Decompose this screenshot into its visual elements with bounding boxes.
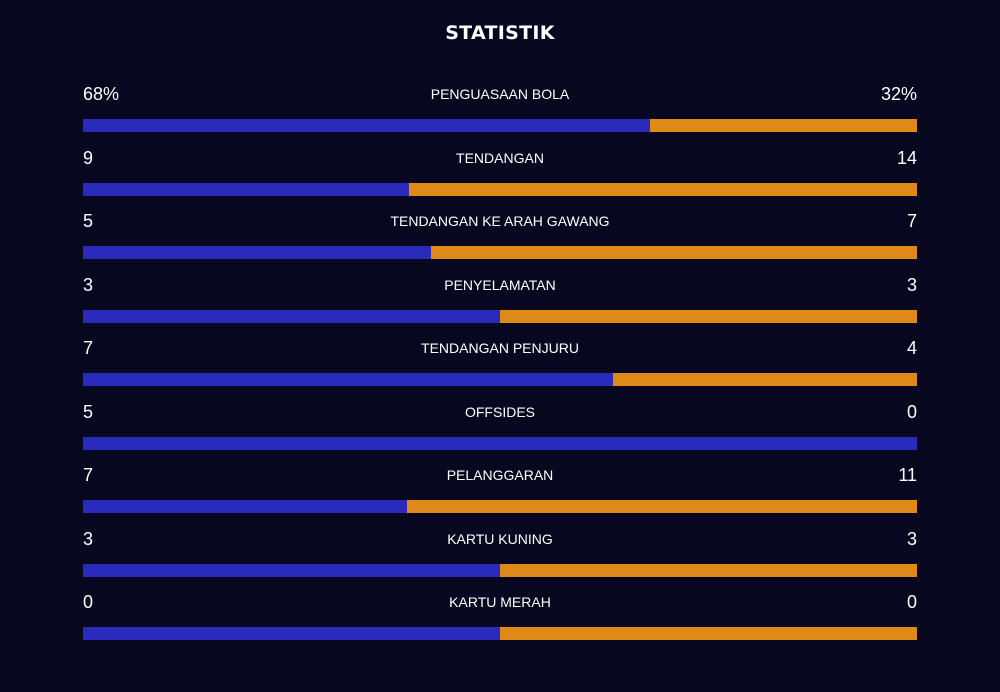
home-value: 3 xyxy=(83,274,94,295)
stat-label: OFFSIDES xyxy=(464,403,535,420)
away-value: 32% xyxy=(880,84,917,104)
away-bar-fill xyxy=(650,119,917,132)
home-bar-fill xyxy=(83,436,917,450)
home-bar-fill xyxy=(83,500,408,513)
stat-row-shots-on-target: 5 TENDANGAN KE ARAH GAWANG 7 xyxy=(83,205,917,269)
home-value: 68% xyxy=(83,84,120,104)
away-value: 4 xyxy=(906,338,917,358)
home-value: 5 xyxy=(83,401,94,422)
stat-label: PELANGGARAN xyxy=(446,467,554,483)
away-value: 14 xyxy=(896,147,917,168)
stat-label: KARTU MERAH xyxy=(449,594,551,610)
comparison-bar xyxy=(83,500,917,513)
stat-row-corners: 7 TENDANGAN PENJURU 4 xyxy=(83,332,917,396)
home-value: 5 xyxy=(83,211,94,231)
home-bar-fill xyxy=(83,309,500,323)
away-value: 0 xyxy=(906,401,917,422)
comparison-bar xyxy=(83,246,917,259)
home-value: 7 xyxy=(83,465,94,485)
stat-row-red-cards: 0 KARTU MERAH 0 xyxy=(83,586,917,650)
away-value: 11 xyxy=(898,465,917,485)
home-bar-fill xyxy=(83,182,410,196)
away-value: 0 xyxy=(906,592,917,612)
stat-row-saves: 3 PENYELAMATAN 3 xyxy=(83,269,917,333)
home-bar-fill xyxy=(83,373,614,386)
away-value: 3 xyxy=(906,274,917,295)
stat-label: PENGUASAAN BOLA xyxy=(430,86,570,102)
home-value: 3 xyxy=(83,528,94,549)
stat-row-possession: 68% PENGUASAAN BOLA 32% xyxy=(83,78,917,142)
stat-row-yellow-cards: 3 KARTU KUNING 3 xyxy=(83,523,917,587)
comparison-bar xyxy=(83,182,917,196)
away-bar-fill xyxy=(500,309,917,323)
stats-title: STATISTIK xyxy=(445,22,555,44)
away-value: 7 xyxy=(906,211,917,231)
home-bar-fill xyxy=(83,119,651,132)
comparison-bar xyxy=(83,373,917,386)
home-bar-fill xyxy=(83,246,431,259)
away-bar-fill xyxy=(430,246,917,259)
comparison-bar xyxy=(83,309,917,323)
comparison-bar xyxy=(83,436,917,450)
away-bar-fill xyxy=(613,373,917,386)
comparison-bar xyxy=(83,627,917,640)
away-value: 3 xyxy=(906,528,917,549)
comparison-bar xyxy=(83,119,917,132)
stats-list: 68% PENGUASAAN BOLA 32% 9 TENDANGAN 14 5… xyxy=(83,78,917,650)
home-bar-fill xyxy=(83,627,500,640)
stat-label: PENYELAMATAN xyxy=(444,276,556,293)
home-value: 7 xyxy=(83,338,94,358)
stat-label: TENDANGAN xyxy=(456,149,544,166)
stat-row-offsides: 5 OFFSIDES 0 xyxy=(83,396,917,460)
stat-label: KARTU KUNING xyxy=(447,530,553,547)
home-bar-fill xyxy=(83,563,500,577)
home-value: 0 xyxy=(83,592,94,612)
stat-label: TENDANGAN PENJURU xyxy=(421,340,579,356)
stat-row-shots: 9 TENDANGAN 14 xyxy=(83,142,917,206)
comparison-bar xyxy=(83,563,917,577)
stat-label: TENDANGAN KE ARAH GAWANG xyxy=(390,213,610,229)
away-bar-fill xyxy=(409,182,917,196)
away-bar-fill xyxy=(500,563,917,577)
away-bar-fill xyxy=(407,500,917,513)
home-value: 9 xyxy=(83,147,94,168)
stat-row-fouls: 7 PELANGGARAN 11 xyxy=(83,459,917,523)
away-bar-fill xyxy=(500,627,917,640)
